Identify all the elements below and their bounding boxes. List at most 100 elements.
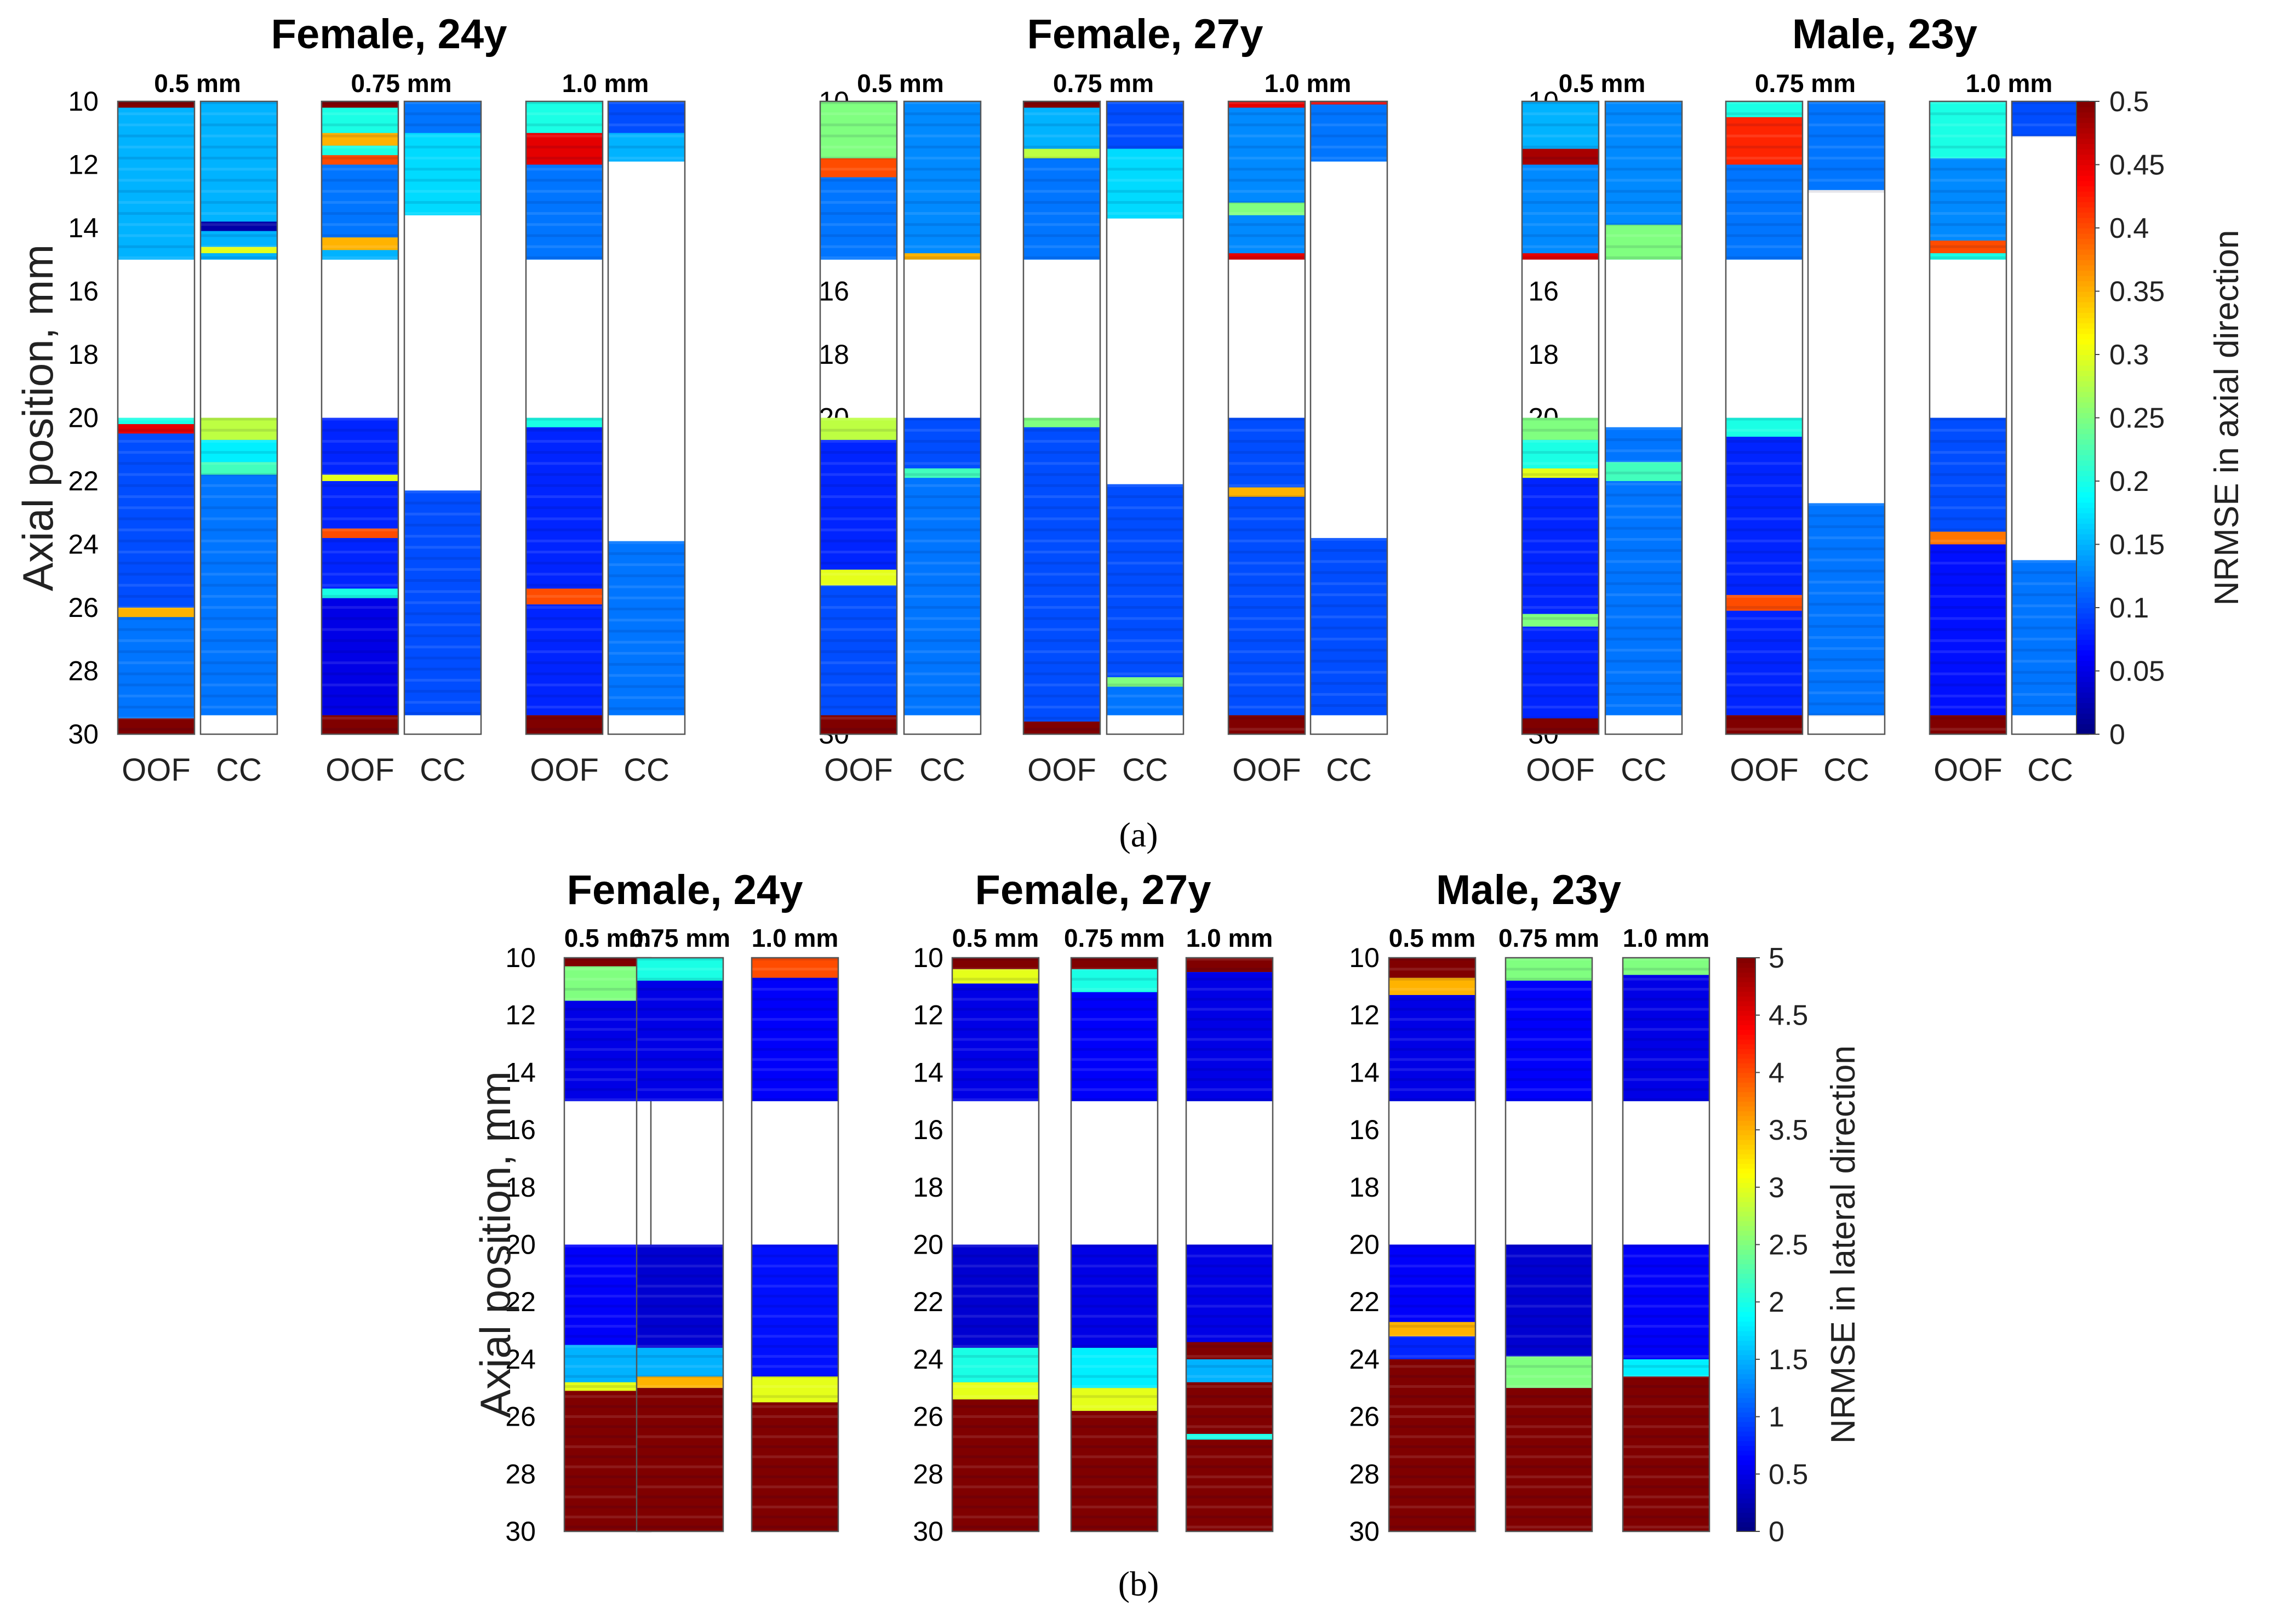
heatmap-stripe bbox=[1107, 606, 1183, 609]
colorbar-step bbox=[2076, 608, 2095, 614]
heatmap-stripe bbox=[1623, 1058, 1709, 1061]
colorbar-step bbox=[1737, 1474, 1755, 1480]
heatmap-stripe bbox=[952, 1335, 1039, 1338]
heatmap-band bbox=[118, 101, 194, 108]
heatmap-stripe bbox=[1726, 439, 1803, 443]
heatmap-stripe bbox=[820, 179, 897, 182]
heatmap-stripe bbox=[526, 123, 603, 127]
colorbar-step bbox=[1737, 1488, 1755, 1494]
heatmap-stripe bbox=[1522, 201, 1599, 204]
heatmap-band bbox=[1228, 215, 1305, 254]
heatmap-band bbox=[608, 101, 685, 133]
heatmap-stripe bbox=[1808, 101, 1885, 104]
heatmap-stripe bbox=[526, 728, 603, 731]
heatmap-stripe bbox=[1808, 691, 1885, 695]
heatmap-stripe bbox=[1071, 1335, 1158, 1338]
heatmap-stripe bbox=[322, 245, 398, 248]
colorbar-tick-label: 0.05 bbox=[2109, 656, 2165, 688]
colorbar-tick-label: 1.5 bbox=[1769, 1344, 1808, 1376]
heatmap-stripe bbox=[526, 212, 603, 215]
heatmap-stripe bbox=[1930, 462, 2006, 465]
heatmap-stripe bbox=[904, 562, 981, 565]
heatmap-stripe bbox=[1726, 256, 1803, 259]
heatmap-stripe bbox=[1389, 1385, 1475, 1388]
heatmap-stripe bbox=[118, 418, 194, 421]
heatmap-band bbox=[1228, 715, 1305, 734]
heatmap-stripe bbox=[1522, 528, 1599, 531]
heatmap-band bbox=[952, 1382, 1039, 1400]
heatmap-stripe bbox=[1107, 551, 1183, 554]
heatmap-stripe bbox=[1023, 112, 1100, 116]
heatmap-stripe bbox=[526, 617, 603, 620]
colorbar-step bbox=[2076, 333, 2095, 340]
heatmap-stripe bbox=[322, 728, 398, 731]
heatmap-stripe bbox=[1389, 1375, 1475, 1378]
heatmap-stripe bbox=[404, 112, 481, 116]
heatmap-stripe bbox=[1726, 451, 1803, 454]
heatmap-stripe bbox=[952, 1088, 1039, 1091]
heatmap-band bbox=[1071, 992, 1158, 1101]
heatmap-stripe bbox=[637, 1058, 723, 1061]
heatmap-stripe bbox=[1228, 728, 1305, 731]
heatmap-column bbox=[199, 100, 278, 735]
heatmap-stripe bbox=[1930, 694, 2006, 697]
heatmap-band bbox=[322, 537, 398, 589]
heatmap-stripe bbox=[1186, 1495, 1273, 1499]
colorbar-label: NRMSE in lateral direction bbox=[1824, 1045, 1862, 1444]
colorbar-step bbox=[2076, 375, 2095, 382]
colorbar-tick-label: 0.15 bbox=[2109, 529, 2165, 561]
heatmap-stripe bbox=[118, 562, 194, 565]
column-frame bbox=[117, 100, 196, 735]
heatmap-stripe bbox=[2012, 615, 2089, 619]
heatmap-stripe bbox=[564, 1495, 651, 1499]
colorbar-step bbox=[1737, 1220, 1755, 1226]
heatmap-column bbox=[117, 100, 196, 735]
heatmap-stripe bbox=[118, 551, 194, 554]
colorbar-step bbox=[2076, 428, 2095, 434]
heatmap-stripe bbox=[201, 562, 277, 565]
colorbar-step bbox=[1737, 1426, 1755, 1432]
heatmap-stripe bbox=[904, 672, 981, 676]
heatmap-stripe bbox=[752, 1465, 838, 1468]
heatmap-stripe bbox=[752, 1505, 838, 1508]
heatmap-stripe bbox=[952, 1385, 1039, 1388]
heatmap-stripe bbox=[608, 574, 685, 577]
heatmap-band bbox=[1389, 1336, 1475, 1359]
heatmap-stripe bbox=[752, 1345, 838, 1348]
heatmap-band bbox=[820, 101, 897, 158]
heatmap-stripe bbox=[1023, 617, 1100, 620]
colorbar-step bbox=[1737, 1483, 1755, 1489]
colorbar-step bbox=[2076, 323, 2095, 329]
colorbar-step bbox=[1737, 1048, 1755, 1054]
heatmap-stripe bbox=[1071, 1048, 1158, 1051]
heatmap-stripe bbox=[820, 234, 897, 237]
heatmap-stripe bbox=[608, 585, 685, 588]
heatmap-band bbox=[1726, 418, 1803, 437]
heatmap-stripe bbox=[1071, 1068, 1158, 1071]
heatmap-stripe bbox=[820, 628, 897, 631]
method-label: CC bbox=[420, 752, 466, 788]
y-tick-label: 14 bbox=[68, 213, 99, 243]
column-frame bbox=[636, 957, 724, 1532]
heatmap-band bbox=[1726, 610, 1803, 716]
heatmap-stripe bbox=[904, 134, 981, 138]
colorbar-step bbox=[2076, 644, 2095, 650]
heatmap-stripe bbox=[1726, 245, 1803, 248]
heatmap-stripe bbox=[1186, 1325, 1273, 1328]
y-tick-label: 12 bbox=[68, 150, 99, 180]
heatmap-stripe bbox=[1186, 1365, 1273, 1368]
heatmap-column bbox=[525, 100, 604, 735]
heatmap-stripe bbox=[564, 1365, 651, 1368]
heatmap-stripe bbox=[1623, 1516, 1709, 1519]
y-tick-label: 28 bbox=[913, 1459, 943, 1489]
heatmap-stripe bbox=[201, 694, 277, 697]
heatmap-stripe bbox=[526, 462, 603, 465]
heatmap-stripe bbox=[820, 706, 897, 709]
heatmap-band bbox=[2012, 560, 2089, 716]
y-tick-label: 22 bbox=[913, 1286, 943, 1317]
heatmap-band bbox=[820, 418, 897, 440]
heatmap-stripe bbox=[1605, 649, 1682, 652]
heatmap-stripe bbox=[1726, 606, 1803, 609]
heatmap-band bbox=[904, 478, 981, 716]
colorbar-step bbox=[2076, 191, 2095, 197]
